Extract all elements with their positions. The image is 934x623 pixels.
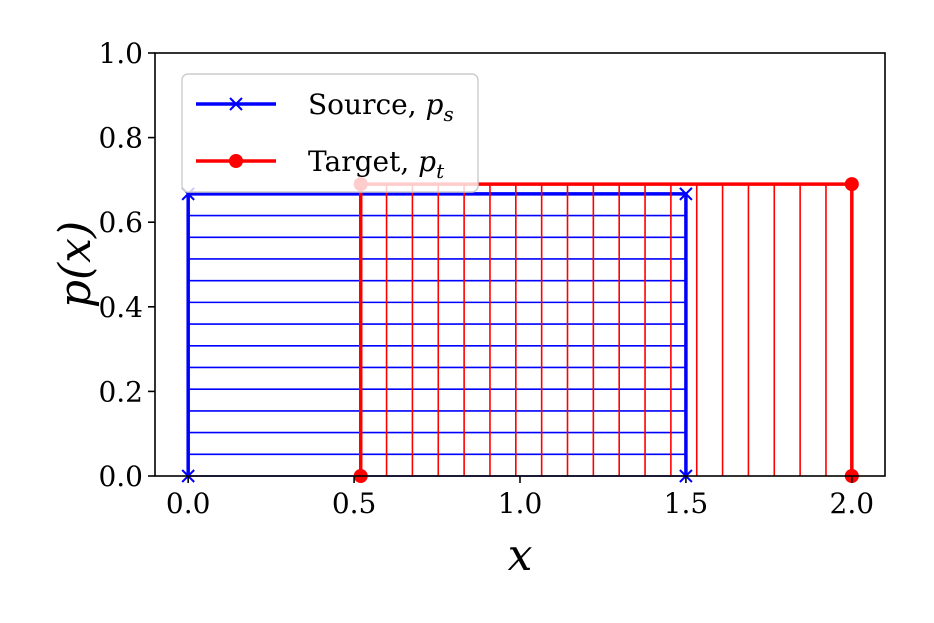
- source-marker: [679, 187, 693, 201]
- x-tick-label: 0.5: [332, 487, 377, 520]
- y-tick-label: 0.4: [98, 291, 143, 324]
- axes: 0.0 0.5 1.0 1.5 2.0 0.0 0.2 0.4 0.6 0.8 1.0 x p(x): [50, 37, 886, 581]
- x-tick-label: 0.0: [166, 487, 211, 520]
- legend-marker-target: [229, 154, 243, 168]
- legend-marker-source: [229, 97, 243, 111]
- legend-label-subscript: t: [436, 159, 445, 183]
- legend-label-target: Target, pt: [308, 145, 445, 183]
- x-tick-label: 1.0: [498, 487, 543, 520]
- y-tick-label: 0.6: [98, 206, 143, 239]
- legend-label-main: Target,: [308, 145, 418, 178]
- source-series: [181, 187, 693, 483]
- y-tick-label: 1.0: [98, 37, 143, 70]
- legend-label-symbol: p: [418, 145, 436, 178]
- legend-label-subscript: s: [443, 102, 453, 126]
- legend-label-main: Source,: [308, 88, 426, 121]
- legend-label-symbol: p: [426, 88, 444, 121]
- y-tick-label: 0.2: [98, 375, 143, 408]
- legend-label-source: Source, ps: [308, 88, 454, 126]
- x-axis-label: x: [508, 530, 533, 581]
- legend-item-target: Target, pt: [196, 145, 445, 183]
- y-axis-label: p(x): [50, 221, 101, 308]
- plot-area: [181, 177, 859, 483]
- y-tick-label: 0.0: [98, 460, 143, 493]
- source-outline: [186, 192, 688, 476]
- target-outline: [358, 182, 854, 476]
- x-tick-label: 2.0: [830, 487, 875, 520]
- legend-marker-source-b: [229, 97, 243, 111]
- source-marker-b: [679, 187, 693, 201]
- target-series: [353, 177, 859, 483]
- y-tick-label: 0.8: [98, 122, 143, 155]
- legend-item-source: Source, ps: [196, 88, 454, 126]
- x-tick-label: 1.5: [664, 487, 709, 520]
- target-marker: [844, 177, 859, 192]
